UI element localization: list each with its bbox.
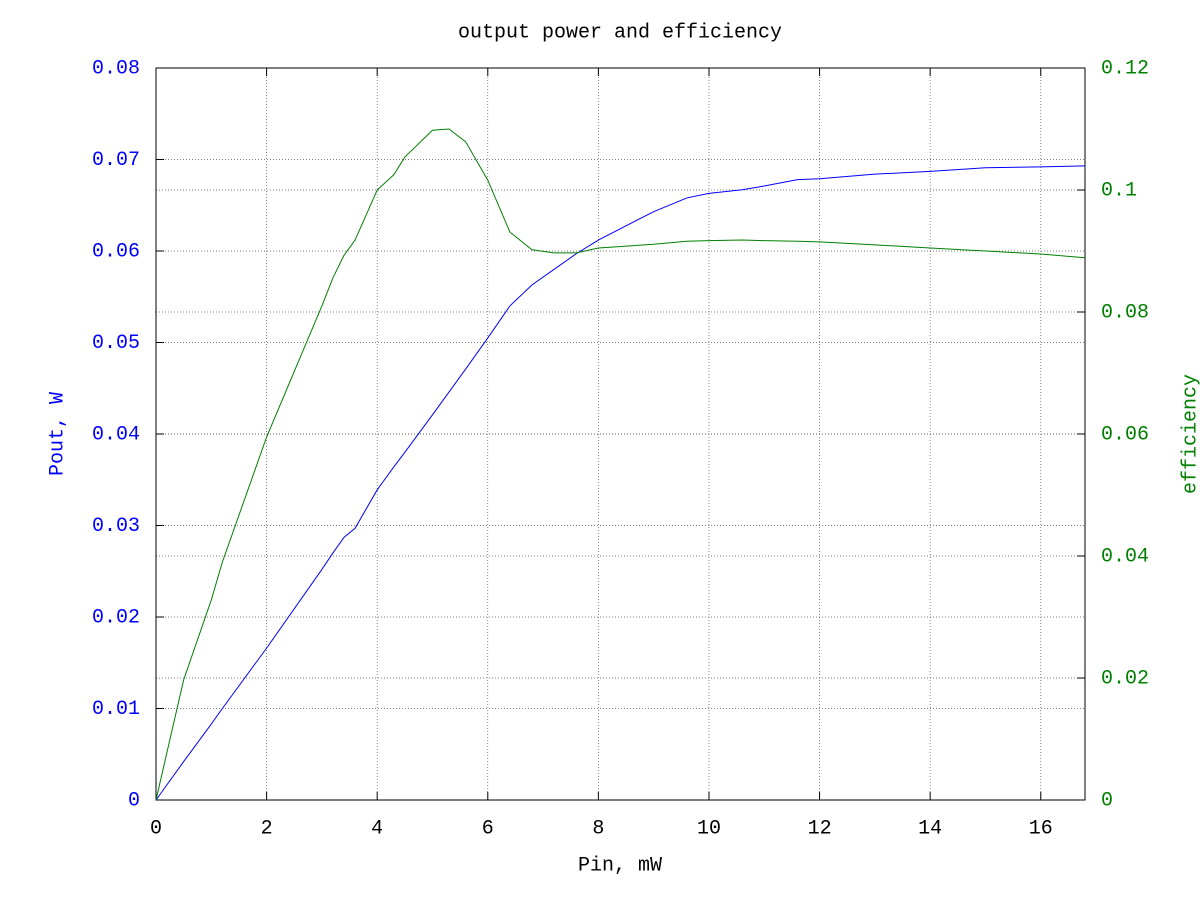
chart-title: output power and efficiency [458,21,782,44]
y2-tick-label: 0.02 [1101,667,1149,690]
x-tick-label: 10 [697,817,721,840]
x-tick-label: 16 [1029,817,1053,840]
y-tick-label: 0.06 [92,240,140,263]
y-tick-label: 0.04 [92,423,140,446]
x-tick-label: 2 [261,817,273,840]
y-tick-label: 0.05 [92,332,140,355]
x-tick-label: 12 [808,817,832,840]
x-tick-label: 6 [482,817,494,840]
y-tick-label: 0.01 [92,698,140,721]
y2-tick-label: 0 [1101,789,1113,812]
series-line [155,128,1086,801]
y-tick-label: 0.07 [92,149,140,172]
y-axis-label: Pout, W [46,392,69,476]
y2-tick-label: 0.12 [1101,57,1149,80]
y-tick-label: 0.08 [92,57,140,80]
y2-tick-label: 0.06 [1101,423,1149,446]
x-tick-label: 8 [592,817,604,840]
x-tick-label: 14 [918,817,942,840]
y2-tick-label: 0.08 [1101,301,1149,324]
x-axis-label: Pin, mW [578,854,662,877]
x-tick-label: 0 [150,817,162,840]
x-tick-label: 4 [371,817,383,840]
y-tick-label: 0.02 [92,606,140,629]
y2-tick-label: 0.04 [1101,545,1149,568]
y2-tick-label: 0.1 [1101,179,1137,202]
series-line [155,165,1086,801]
y-tick-label: 0.03 [92,515,140,538]
y2-axis-label: efficiency [1179,374,1200,494]
y-tick-label: 0 [128,789,140,812]
